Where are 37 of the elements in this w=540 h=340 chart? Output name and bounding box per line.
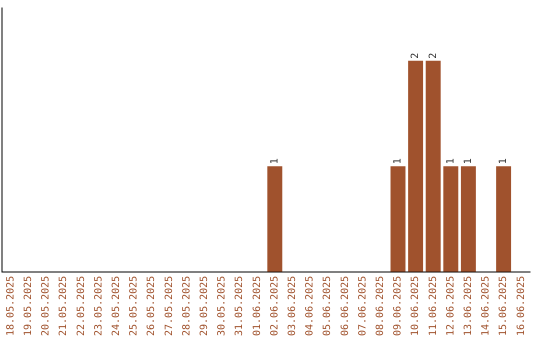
x-tick-label: 24.05.2025 bbox=[110, 276, 122, 336]
x-tick-label: 03.06.2025 bbox=[286, 276, 298, 336]
data-label: 1 bbox=[269, 158, 280, 164]
x-tick-label: 04.06.2025 bbox=[304, 276, 316, 336]
x-tick-label: 16.06.2025 bbox=[516, 276, 527, 336]
x-tick-label: 14.06.2025 bbox=[480, 276, 492, 336]
x-tick-label: 20.05.2025 bbox=[40, 276, 52, 336]
x-tick-label: 18.05.2025 bbox=[5, 276, 16, 336]
x-tick-label: 09.06.2025 bbox=[392, 276, 404, 336]
data-label: 1 bbox=[498, 158, 510, 164]
x-tick-label: 06.06.2025 bbox=[340, 276, 351, 336]
x-tick-label: 27.05.2025 bbox=[164, 276, 175, 336]
x-tick-label: 13.06.2025 bbox=[462, 276, 474, 336]
x-tick-label: 29.05.2025 bbox=[198, 276, 210, 336]
x-tick-label: 10.06.2025 bbox=[410, 276, 422, 336]
x-tick-label: 21.05.2025 bbox=[58, 276, 70, 336]
data-label: 1 bbox=[462, 158, 474, 164]
x-tick-label: 11.06.2025 bbox=[428, 276, 439, 336]
data-label: 2 bbox=[410, 52, 422, 59]
x-tick-label: 08.06.2025 bbox=[374, 276, 386, 336]
x-tick-label: 31.05.2025 bbox=[234, 276, 246, 336]
data-label: 1 bbox=[445, 158, 456, 164]
x-tick-label: 22.05.2025 bbox=[76, 276, 87, 336]
x-tick-label: 23.05.2025 bbox=[93, 276, 104, 336]
x-tick-label: 05.06.2025 bbox=[322, 276, 334, 336]
x-tick-label: 15.06.2025 bbox=[498, 276, 510, 336]
x-tick-label: 26.05.2025 bbox=[146, 276, 158, 336]
x-tick-label: 25.05.2025 bbox=[128, 276, 140, 336]
x-tick-label: 28.05.2025 bbox=[181, 276, 192, 336]
x-tick-label: 30.05.2025 bbox=[216, 276, 228, 336]
data-label: 2 bbox=[428, 52, 439, 59]
x-tick-label: 12.06.2025 bbox=[445, 276, 456, 336]
x-tick-label: 01.06.2025 bbox=[252, 276, 263, 336]
data-label: 1 bbox=[392, 158, 404, 164]
x-tick-label: 07.06.2025 bbox=[357, 276, 368, 336]
x-tick-label: 19.05.2025 bbox=[22, 276, 34, 336]
x-tick-label: 02.06.2025 bbox=[269, 276, 280, 336]
